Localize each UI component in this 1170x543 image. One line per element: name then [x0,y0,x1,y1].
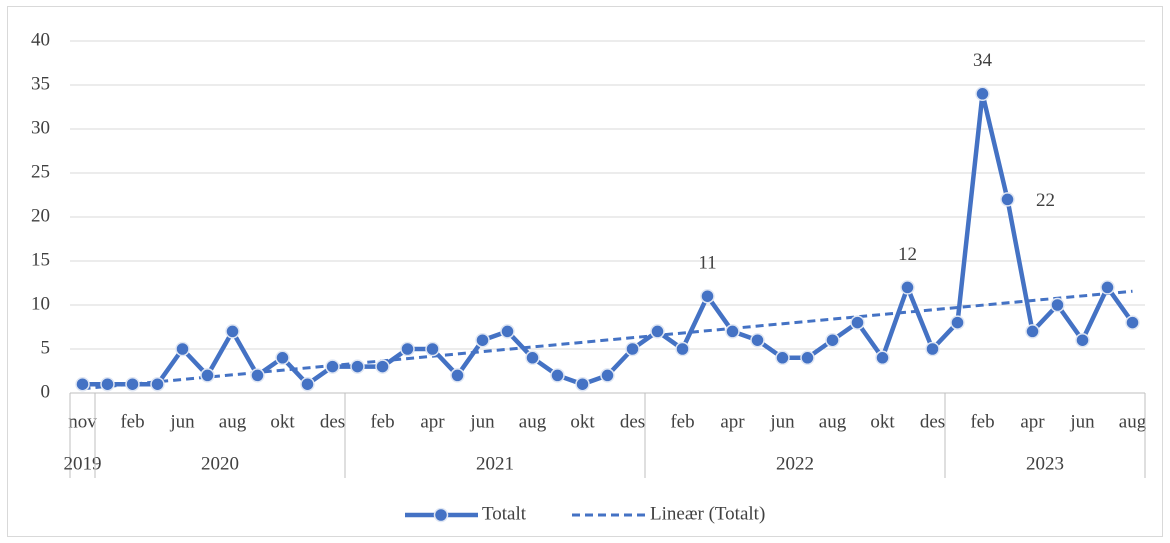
data-point [75,376,90,392]
data-point [950,315,965,330]
x-group-label: 2023 [1026,453,1064,474]
x-tick-label: jun [769,411,795,432]
x-tick-label: feb [120,411,144,432]
data-point [825,332,840,348]
data-label: 12 [898,244,917,265]
y-tick-label: 5 [41,337,51,358]
x-tick-label: des [320,411,345,432]
data-point [175,341,190,357]
data-point [1100,280,1115,295]
data-point [525,350,540,366]
data-point [1025,324,1040,339]
data-point [850,315,865,330]
data-point [125,376,140,392]
data-point [350,359,365,374]
legend-label: Totalt [482,503,527,524]
data-point [400,341,415,357]
x-tick-label: nov [68,411,97,432]
data-point [425,341,440,357]
data-point [925,341,940,357]
data-point [450,368,465,383]
data-label: 34 [973,50,993,71]
x-tick-label: aug [219,411,247,432]
data-point [1075,332,1090,348]
data-point [100,376,115,392]
data-label: 11 [698,253,716,274]
data-point [1125,315,1140,330]
data-point [550,368,565,383]
x-tick-label: okt [870,411,895,432]
data-label: 22 [1036,190,1055,211]
y-tick-label: 10 [31,293,50,314]
x-tick-label: okt [570,411,595,432]
data-point [375,359,390,374]
data-point [675,341,690,357]
x-tick-label: aug [819,411,847,432]
data-point [750,332,765,348]
data-point [700,288,715,304]
y-tick-label: 35 [31,73,50,94]
x-tick-label: jun [469,411,495,432]
x-tick-label: feb [370,411,394,432]
data-point [475,332,490,348]
data-point [575,376,590,392]
x-group-label: 2019 [64,453,102,474]
data-point [725,324,740,339]
x-group-label: 2021 [476,453,514,474]
x-tick-label: aug [519,411,547,432]
data-point [325,359,340,374]
data-point [775,350,790,366]
legend-label: Lineær (Totalt) [650,503,765,524]
data-point [650,324,665,339]
x-group-label: 2020 [201,453,239,474]
x-tick-label: apr [420,411,445,432]
y-tick-label: 30 [31,117,50,138]
y-tick-label: 0 [41,381,51,402]
y-tick-label: 20 [31,205,50,226]
data-point [300,376,315,392]
data-point [250,368,265,383]
data-point [975,86,990,102]
x-tick-label: feb [670,411,694,432]
data-point [900,280,915,295]
x-tick-label: des [620,411,645,432]
x-tick-label: des [920,411,945,432]
x-tick-label: jun [169,411,195,432]
data-point [150,376,165,392]
data-point [1000,192,1015,207]
x-tick-label: jun [1069,411,1095,432]
x-tick-label: apr [1020,411,1045,432]
legend-marker [433,507,449,523]
x-tick-label: okt [270,411,295,432]
data-point [275,350,290,366]
data-point [225,324,240,339]
x-tick-label: feb [970,411,994,432]
y-tick-label: 40 [31,29,50,50]
data-point [500,324,515,339]
y-tick-label: 15 [31,249,50,270]
x-group-label: 2022 [776,453,814,474]
data-point [800,350,815,366]
data-point [200,368,215,383]
x-tick-label: apr [720,411,745,432]
data-point [625,341,640,357]
data-point [1050,297,1065,313]
y-tick-label: 25 [31,161,50,182]
chart-border [7,6,1163,537]
data-point [875,350,890,366]
x-tick-label: aug [1119,411,1147,432]
data-point [600,368,615,383]
